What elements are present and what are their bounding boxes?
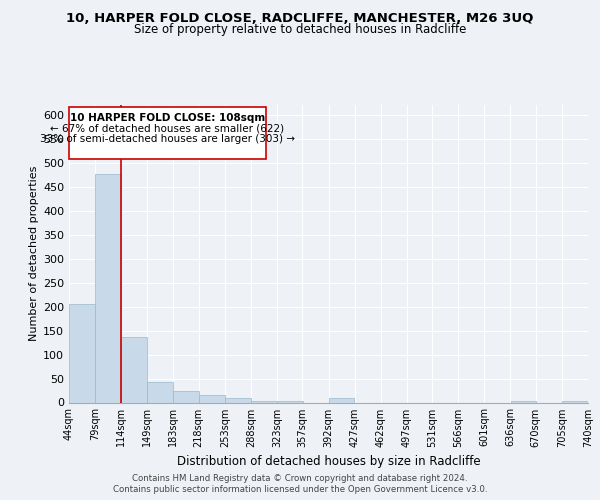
Bar xyxy=(562,400,588,402)
Text: Contains HM Land Registry data © Crown copyright and database right 2024.: Contains HM Land Registry data © Crown c… xyxy=(132,474,468,483)
Bar xyxy=(251,400,277,402)
Text: ← 67% of detached houses are smaller (622): ← 67% of detached houses are smaller (62… xyxy=(50,124,284,134)
Bar xyxy=(173,390,199,402)
Bar xyxy=(69,304,95,402)
Text: Contains public sector information licensed under the Open Government Licence v3: Contains public sector information licen… xyxy=(113,485,487,494)
Bar xyxy=(95,174,121,402)
Text: Size of property relative to detached houses in Radcliffe: Size of property relative to detached ho… xyxy=(134,22,466,36)
X-axis label: Distribution of detached houses by size in Radcliffe: Distribution of detached houses by size … xyxy=(176,455,481,468)
Bar xyxy=(121,337,147,402)
Bar xyxy=(199,395,224,402)
Bar xyxy=(148,382,173,402)
Text: 10, HARPER FOLD CLOSE, RADCLIFFE, MANCHESTER, M26 3UQ: 10, HARPER FOLD CLOSE, RADCLIFFE, MANCHE… xyxy=(67,12,533,26)
Bar xyxy=(511,401,536,402)
Bar xyxy=(277,400,303,402)
Text: 33% of semi-detached houses are larger (303) →: 33% of semi-detached houses are larger (… xyxy=(40,134,295,144)
FancyBboxPatch shape xyxy=(69,108,266,159)
Bar xyxy=(329,398,355,402)
Bar xyxy=(225,398,251,402)
Text: 10 HARPER FOLD CLOSE: 108sqm: 10 HARPER FOLD CLOSE: 108sqm xyxy=(70,113,265,123)
Y-axis label: Number of detached properties: Number of detached properties xyxy=(29,166,39,342)
